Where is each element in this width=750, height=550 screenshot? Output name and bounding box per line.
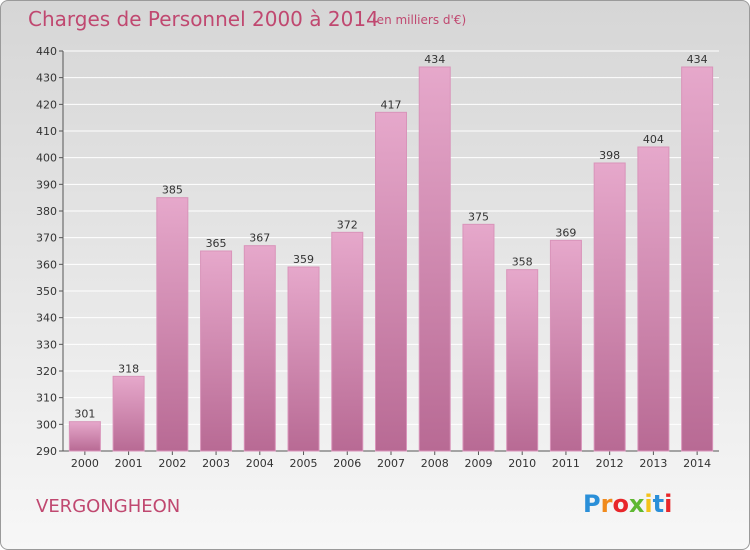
y-tick-label: 290 — [36, 445, 57, 458]
axis-layer: 290 300 310 320 330 340 350 360 370 380 390 400 410 4… — [36, 45, 719, 470]
y-tick-label: 360 — [36, 258, 57, 271]
y-tick-label: 330 — [36, 338, 57, 351]
y-tick-label: 390 — [36, 178, 57, 191]
x-tick-label: 2010 — [508, 457, 536, 470]
y-tick-label: 370 — [36, 232, 57, 245]
data-label-2007: 417 — [381, 98, 402, 111]
label-layer: 301 318 385 365 367 359 372 417 434 375 358 369 398 4… — [74, 53, 707, 421]
data-label-2010: 358 — [512, 256, 533, 269]
x-tick-label: 2006 — [333, 457, 361, 470]
bar-2008 — [418, 66, 451, 452]
logo-letter: o — [612, 490, 629, 518]
logo-letter: P — [583, 490, 601, 518]
bar-2012 — [593, 162, 626, 452]
commune-name: VERGONGHEON — [36, 496, 181, 517]
y-tick-label: 350 — [36, 285, 57, 298]
logo-letter: i — [664, 490, 673, 518]
x-tick-label: 2003 — [202, 457, 230, 470]
y-tick-label: 300 — [36, 418, 57, 431]
x-tick-label: 2014 — [683, 457, 711, 470]
bar-2007 — [375, 111, 407, 452]
bar-layer — [68, 66, 714, 452]
bar-2009 — [462, 223, 495, 452]
x-tick-label: 2008 — [421, 457, 449, 470]
data-label-2013: 404 — [643, 133, 664, 146]
bar-2011 — [549, 239, 582, 452]
data-label-2014: 434 — [687, 53, 708, 66]
data-label-2004: 367 — [249, 232, 270, 245]
x-tick-label: 2013 — [639, 457, 667, 470]
logo-letter: x — [628, 490, 645, 518]
x-tick-label: 2009 — [464, 457, 492, 470]
data-label-2001: 318 — [118, 362, 139, 375]
data-label-2000: 301 — [74, 408, 95, 421]
y-tick-label: 440 — [36, 45, 57, 58]
x-tick-label: 2001 — [115, 457, 143, 470]
x-tick-label: 2005 — [290, 457, 318, 470]
x-tick-label: 2000 — [71, 457, 99, 470]
y-tick-label: 380 — [36, 205, 57, 218]
bar-2000 — [68, 421, 101, 452]
bar-2001 — [112, 375, 145, 452]
data-label-2002: 385 — [162, 184, 183, 197]
bar-2003 — [200, 250, 233, 452]
y-tick-label: 400 — [36, 152, 57, 165]
data-label-2003: 365 — [206, 237, 227, 250]
chart-title: Charges de Personnel 2000 à 2014 — [28, 7, 379, 31]
chart-subtitle: (en milliers d'€) — [372, 13, 467, 27]
y-tick-label: 340 — [36, 312, 57, 325]
data-label-2005: 359 — [293, 253, 314, 266]
y-tick-label: 410 — [36, 125, 57, 138]
proxiti-logo[interactable]: Proxiti — [583, 490, 672, 518]
bar-2002 — [156, 197, 189, 452]
data-label-2009: 375 — [468, 210, 489, 223]
bar-2005 — [287, 266, 320, 452]
bar-2013 — [637, 146, 670, 452]
bar-2010 — [506, 269, 539, 452]
logo-letter: i — [644, 490, 653, 518]
x-tick-label: 2002 — [158, 457, 186, 470]
y-tick-label: 430 — [36, 72, 57, 85]
bar-2014 — [681, 66, 714, 452]
data-label-2006: 372 — [337, 218, 358, 231]
data-label-2008: 434 — [424, 53, 445, 66]
x-tick-label: 2007 — [377, 457, 405, 470]
y-tick-label: 320 — [36, 365, 57, 378]
x-tick-label: 2004 — [246, 457, 274, 470]
logo-letter: t — [652, 490, 665, 518]
bar-2004 — [243, 245, 276, 452]
y-tick-label: 310 — [36, 392, 57, 405]
x-tick-label: 2012 — [596, 457, 624, 470]
data-label-2012: 398 — [599, 149, 620, 162]
data-label-2011: 369 — [555, 226, 576, 239]
y-tick-label: 420 — [36, 98, 57, 111]
x-tick-label: 2011 — [552, 457, 580, 470]
logo-letter: r — [600, 490, 613, 518]
bar-2006 — [331, 231, 364, 452]
